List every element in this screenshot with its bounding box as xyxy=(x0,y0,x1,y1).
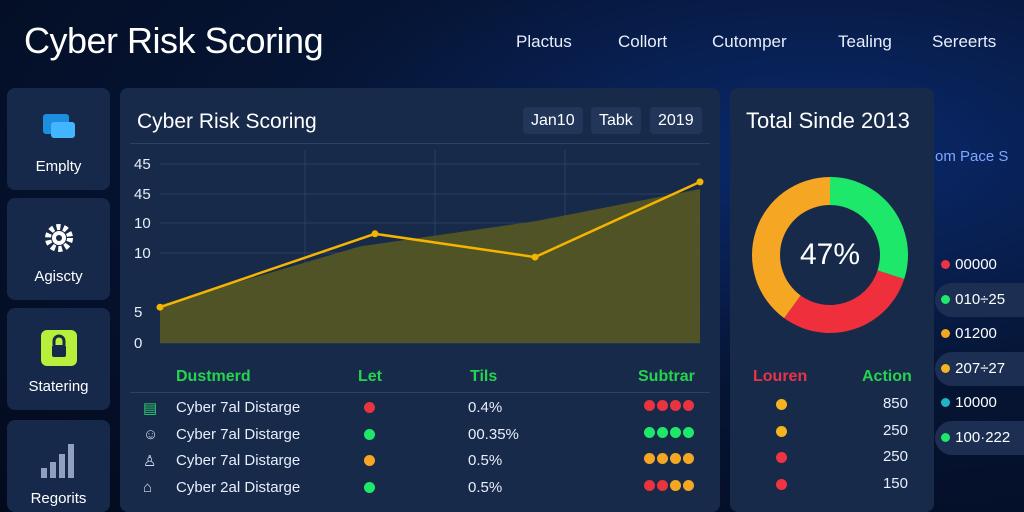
legend-item: 00000 xyxy=(935,248,1024,282)
donut-panel xyxy=(730,88,934,512)
divider xyxy=(130,392,710,393)
y-tick-label: 5 xyxy=(134,304,142,321)
legend-label: 100·222 xyxy=(955,428,1011,446)
legend-item: 01200 xyxy=(935,317,1024,351)
row-name: Cyber 7al Distarge xyxy=(176,452,301,469)
nav-item[interactable]: Plactus xyxy=(516,32,572,51)
status-dot xyxy=(776,452,787,463)
action-value: 250 xyxy=(882,448,908,465)
area-series xyxy=(160,189,700,343)
data-point xyxy=(156,303,164,311)
y-tick-label: 10 xyxy=(134,215,151,232)
table-row[interactable]: ▤ Cyber 7al Distarge 0.4% xyxy=(138,396,708,422)
lock-icon xyxy=(40,330,77,366)
legend-label: 01200 xyxy=(955,325,997,342)
data-point xyxy=(696,178,704,186)
bank-icon: ⌂ xyxy=(143,478,153,496)
y-tick-label: 45 xyxy=(134,156,151,173)
status-dot xyxy=(364,402,375,413)
nav-item[interactable]: Collort xyxy=(618,32,668,51)
column-header: Subtrar xyxy=(638,368,695,385)
app-title: Cyber Risk Scoring xyxy=(24,20,324,61)
row-tils: 00.35% xyxy=(468,425,519,443)
gear-icon xyxy=(44,224,73,252)
table-row[interactable]: ⌂ Cyber 2al Distarge 0.5% xyxy=(138,476,708,502)
rating-dots xyxy=(643,425,695,443)
nav-item[interactable]: Tealing xyxy=(838,32,892,51)
legend-item: 10000 xyxy=(935,386,1024,420)
column-header: Let xyxy=(358,368,382,385)
row-tils: 0.5% xyxy=(468,452,503,469)
action-value: 250 xyxy=(882,421,908,439)
column-header: Tils xyxy=(470,368,498,385)
head-icon: ☺ xyxy=(143,425,159,443)
status-dot xyxy=(776,478,787,490)
filter-chip[interactable]: Jan10 xyxy=(523,107,583,134)
column-header: Louren xyxy=(753,368,808,385)
row-tils: 0.4% xyxy=(468,399,503,416)
legend-item: 207÷27 xyxy=(935,351,1024,386)
column-header: Dustmerd xyxy=(176,368,251,385)
y-tick-label: 0 xyxy=(134,335,142,352)
column-header: Action xyxy=(862,368,912,385)
sidebar-item-label: Regorits xyxy=(30,490,87,507)
rating-dots xyxy=(643,398,695,416)
rating-dots xyxy=(643,451,695,469)
action-value: 850 xyxy=(882,395,908,412)
rating-dots xyxy=(643,478,695,496)
status-dot xyxy=(776,399,787,410)
legend-label: 010÷25 xyxy=(955,290,1006,308)
row-name: Cyber 7al Distarge xyxy=(176,399,301,416)
document-icon: ▤ xyxy=(143,400,158,417)
legend-item: 010÷25 xyxy=(935,282,1024,317)
sidebar-item-regorits[interactable]: Regorits xyxy=(7,420,110,512)
y-tick-label: 45 xyxy=(134,186,151,203)
filter-chip[interactable]: Tabk xyxy=(591,107,641,134)
legend-label: 00000 xyxy=(955,256,997,273)
line-chart: 45 45 10 10 5 0 xyxy=(134,150,704,352)
donut-chart xyxy=(752,177,908,333)
donut-center-value: 47% xyxy=(799,238,861,271)
legend-label: 207÷27 xyxy=(955,359,1006,377)
sidebar-item-emplty[interactable]: Emplty xyxy=(7,88,110,190)
sidebar-item-label: Emplty xyxy=(35,158,82,175)
status-dot xyxy=(364,455,375,466)
table-row[interactable]: ♙ Cyber 7al Distarge 0.5% xyxy=(138,449,708,475)
user-icon: ♙ xyxy=(143,453,157,470)
data-point xyxy=(371,230,379,238)
row-name: Cyber 2al Distarge xyxy=(176,478,301,496)
donut-segment xyxy=(830,177,908,280)
sidebar-item-agiscty[interactable]: Agiscty xyxy=(7,198,110,300)
bar-chart-icon xyxy=(40,444,74,478)
sidebar-item-label: Statering xyxy=(28,378,89,395)
y-tick-label: 10 xyxy=(134,245,151,262)
legend-label: 10000 xyxy=(955,394,997,411)
nav-item[interactable]: Sereerts xyxy=(932,32,997,51)
divider xyxy=(130,143,710,144)
nav-item[interactable]: Cutomper xyxy=(712,32,787,51)
row-tils: 0.5% xyxy=(468,478,503,496)
sidebar-item-label: Agiscty xyxy=(34,268,83,285)
filter-chip[interactable]: 2019 xyxy=(650,107,702,134)
data-point xyxy=(531,253,539,261)
sidebar-item-statering[interactable]: Statering xyxy=(7,308,110,410)
status-dot xyxy=(364,428,375,440)
status-dot xyxy=(776,425,787,437)
legend-item: 100·222 xyxy=(935,420,1024,455)
status-dot xyxy=(364,481,375,493)
row-name: Cyber 7al Distarge xyxy=(176,425,301,443)
donut-segment xyxy=(752,177,830,319)
table-row[interactable]: ☺ Cyber 7al Distarge 00.35% xyxy=(138,423,708,449)
donut-segment xyxy=(784,270,905,333)
line-series xyxy=(159,180,701,309)
donut-title: Total Sinde 2013 xyxy=(746,108,910,133)
side-text: om Pace S xyxy=(935,148,1009,165)
action-value: 150 xyxy=(882,474,908,492)
monitor-icon xyxy=(42,114,75,138)
panel-title: Cyber Risk Scoring xyxy=(137,110,317,133)
